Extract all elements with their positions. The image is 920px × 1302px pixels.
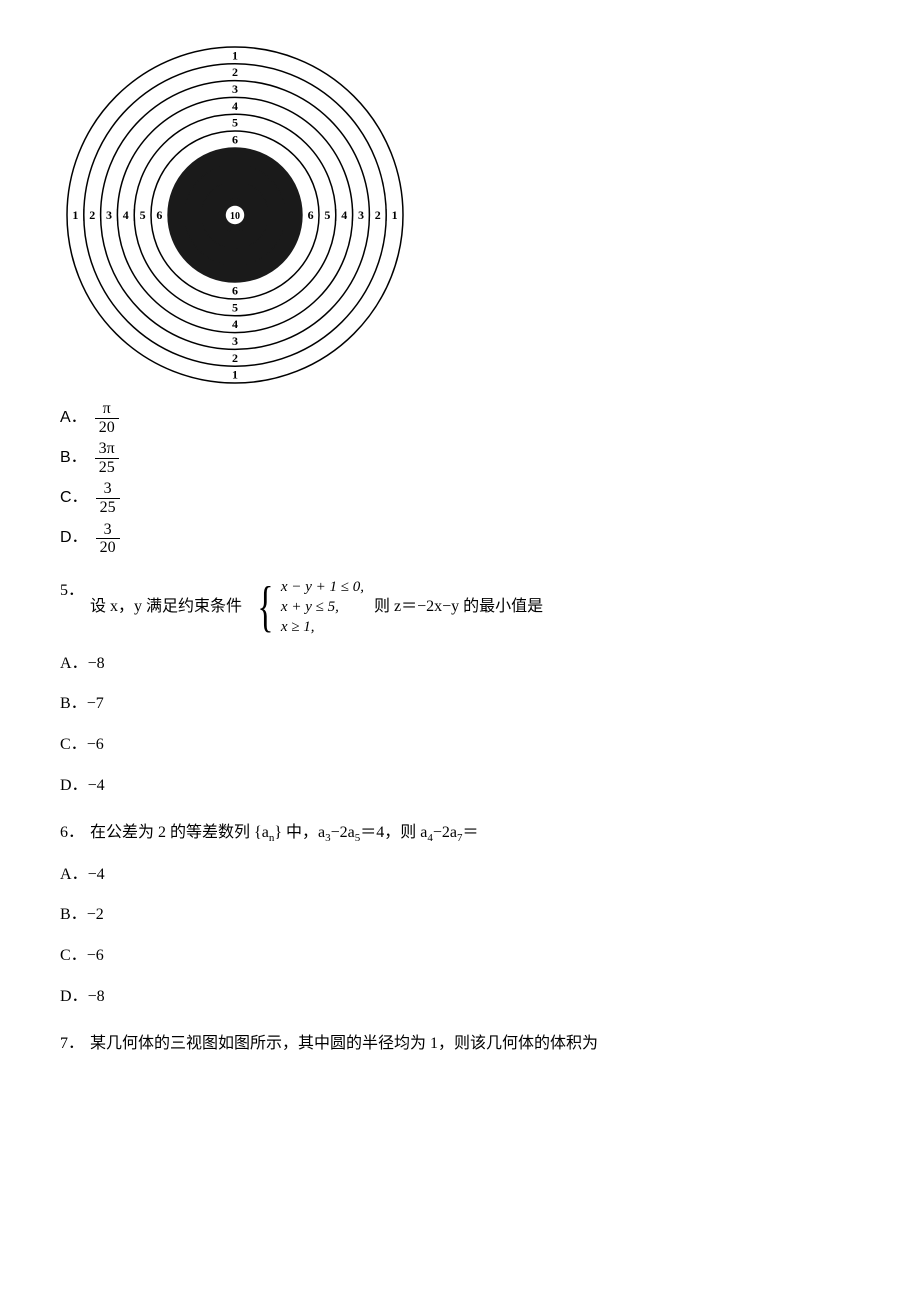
option-label: B． bbox=[60, 695, 87, 712]
option-label: D． bbox=[60, 777, 88, 794]
option-value: −4 bbox=[88, 777, 105, 794]
svg-text:3: 3 bbox=[232, 334, 238, 348]
option-label: A． bbox=[60, 655, 88, 672]
fraction-num: 3 bbox=[96, 521, 120, 540]
option-label: C． bbox=[60, 484, 88, 513]
svg-text:1: 1 bbox=[72, 208, 78, 222]
question-7: 7． 某几何体的三视图如图所示，其中圆的半径均为 1，则该几何体的体积为 bbox=[60, 1030, 860, 1059]
option-value: −2 bbox=[87, 906, 104, 923]
q5-tail: 则 z＝−2x−y 的最小值是 bbox=[374, 598, 543, 615]
svg-text:3: 3 bbox=[232, 82, 238, 96]
fraction-num: 3 bbox=[96, 480, 120, 499]
svg-text:2: 2 bbox=[232, 351, 238, 365]
fraction-den: 25 bbox=[97, 499, 119, 517]
svg-text:5: 5 bbox=[140, 208, 146, 222]
question-number: 7． bbox=[60, 1030, 84, 1059]
q4-option-a: A． π 20 bbox=[60, 400, 860, 436]
svg-text:4: 4 bbox=[123, 208, 129, 222]
option-value: −6 bbox=[87, 947, 104, 964]
constraint-system: { x − y + 1 ≤ 0, x + y ≤ 5, x ≥ 1, bbox=[252, 577, 364, 638]
subscript: 7 bbox=[457, 832, 463, 844]
constraint-lines: x − y + 1 ≤ 0, x + y ≤ 5, x ≥ 1, bbox=[281, 577, 364, 638]
svg-text:4: 4 bbox=[341, 208, 347, 222]
q6-option-a: A．−4 bbox=[60, 861, 860, 890]
svg-text:4: 4 bbox=[232, 99, 238, 113]
fraction-num: 3π bbox=[95, 440, 119, 459]
fraction-den: 20 bbox=[97, 539, 119, 557]
q6-options: A．−4 B．−2 C．−6 D．−8 bbox=[60, 861, 860, 1012]
q6-option-d: D．−8 bbox=[60, 983, 860, 1012]
option-label: A． bbox=[60, 404, 87, 433]
option-label: D． bbox=[60, 524, 88, 553]
q5-options: A．−8 B．−7 C．−6 D．−4 bbox=[60, 650, 860, 801]
target-diagram: 10112233445566112233445566 bbox=[60, 40, 410, 390]
q4-option-b: B． 3π 25 bbox=[60, 440, 860, 476]
option-label: A． bbox=[60, 866, 88, 883]
subscript: 3 bbox=[325, 832, 331, 844]
option-label: C． bbox=[60, 947, 87, 964]
svg-text:2: 2 bbox=[375, 208, 381, 222]
q4-option-d: D． 3 20 bbox=[60, 521, 860, 557]
option-label: B． bbox=[60, 906, 87, 923]
svg-text:3: 3 bbox=[358, 208, 364, 222]
fraction-den: 20 bbox=[96, 419, 118, 437]
q5-option-c: C．−6 bbox=[60, 731, 860, 760]
svg-text:1: 1 bbox=[232, 368, 238, 382]
fraction: 3 25 bbox=[96, 480, 120, 516]
option-value: −4 bbox=[88, 866, 105, 883]
question-body: 在公差为 2 的等差数列 {an} 中，a3−2a5＝4，则 a4−2a7＝ bbox=[90, 819, 478, 849]
subscript: 5 bbox=[355, 832, 361, 844]
subscript: 4 bbox=[427, 832, 433, 844]
q6-option-b: B．−2 bbox=[60, 901, 860, 930]
question-number: 6． bbox=[60, 819, 84, 848]
fraction: 3π 25 bbox=[95, 440, 119, 476]
fraction-num: π bbox=[95, 400, 119, 419]
option-label: C． bbox=[60, 736, 87, 753]
svg-text:5: 5 bbox=[324, 208, 330, 222]
svg-text:2: 2 bbox=[89, 208, 95, 222]
constraint-line: x − y + 1 ≤ 0, bbox=[281, 577, 364, 597]
question-5: 5． 设 x，y 满足约束条件 { x − y + 1 ≤ 0, x + y ≤… bbox=[60, 577, 860, 638]
subscript: n bbox=[269, 832, 275, 844]
svg-text:6: 6 bbox=[156, 208, 162, 222]
q5-option-d: D．−4 bbox=[60, 772, 860, 801]
svg-text:2: 2 bbox=[232, 65, 238, 79]
fraction-den: 25 bbox=[96, 459, 118, 477]
svg-text:1: 1 bbox=[232, 48, 238, 62]
q5-intro: 设 x，y 满足约束条件 bbox=[90, 598, 242, 615]
constraint-line: x ≥ 1, bbox=[281, 617, 364, 637]
svg-text:6: 6 bbox=[308, 208, 314, 222]
question-6: 6． 在公差为 2 的等差数列 {an} 中，a3−2a5＝4，则 a4−2a7… bbox=[60, 819, 860, 849]
q4-option-c: C． 3 25 bbox=[60, 480, 860, 516]
svg-text:10: 10 bbox=[230, 211, 240, 222]
option-label: D． bbox=[60, 988, 88, 1005]
svg-text:6: 6 bbox=[232, 284, 238, 298]
option-value: −7 bbox=[87, 695, 104, 712]
svg-text:1: 1 bbox=[392, 208, 398, 222]
option-label: B． bbox=[60, 444, 87, 473]
question-body: 设 x，y 满足约束条件 { x − y + 1 ≤ 0, x + y ≤ 5,… bbox=[90, 577, 543, 638]
option-value: −8 bbox=[88, 655, 105, 672]
svg-text:6: 6 bbox=[232, 132, 238, 146]
question-body: 某几何体的三视图如图所示，其中圆的半径均为 1，则该几何体的体积为 bbox=[90, 1030, 598, 1059]
svg-text:4: 4 bbox=[232, 317, 238, 331]
fraction: π 20 bbox=[95, 400, 119, 436]
q5-option-a: A．−8 bbox=[60, 650, 860, 679]
svg-text:5: 5 bbox=[232, 116, 238, 130]
q6-option-c: C．−6 bbox=[60, 942, 860, 971]
q4-options: A． π 20 B． 3π 25 C． 3 25 D． 3 20 bbox=[60, 400, 860, 557]
svg-text:5: 5 bbox=[232, 300, 238, 314]
q5-option-b: B．−7 bbox=[60, 690, 860, 719]
fraction: 3 20 bbox=[96, 521, 120, 557]
brace-icon: { bbox=[257, 579, 273, 635]
option-value: −6 bbox=[87, 736, 104, 753]
constraint-line: x + y ≤ 5, bbox=[281, 597, 364, 617]
svg-text:3: 3 bbox=[106, 208, 112, 222]
question-number: 5． bbox=[60, 577, 84, 606]
option-value: −8 bbox=[88, 988, 105, 1005]
